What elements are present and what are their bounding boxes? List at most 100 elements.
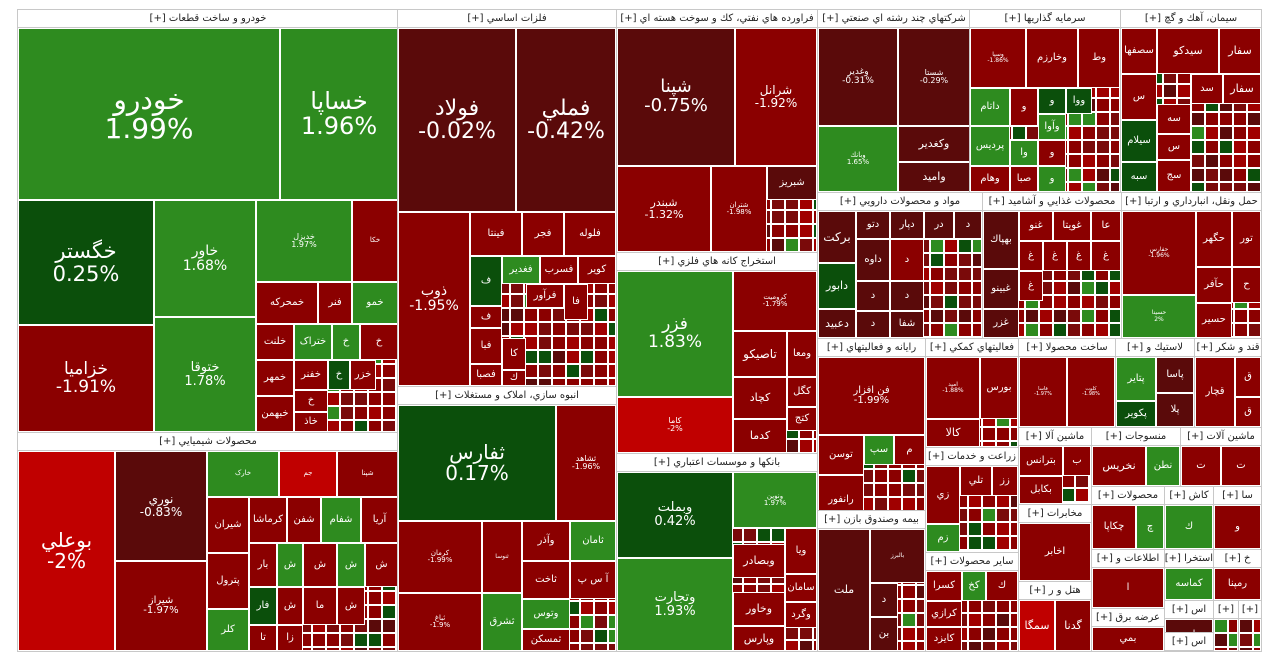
small-stock-tile[interactable] — [743, 528, 757, 542]
small-stock-tile[interactable] — [510, 294, 524, 308]
small-stock-tile[interactable] — [1214, 633, 1228, 647]
small-stock-tile[interactable] — [608, 350, 616, 364]
small-stock-tile[interactable] — [1248, 323, 1261, 337]
stock-tile[interactable]: شفن — [287, 497, 321, 543]
small-stock-tile[interactable] — [580, 378, 594, 386]
small-stock-tile[interactable] — [580, 601, 594, 615]
small-stock-tile[interactable] — [996, 494, 1010, 508]
stock-tile[interactable]: سامان — [785, 574, 817, 602]
stock-tile[interactable]: وپارس — [733, 626, 785, 651]
small-stock-tile[interactable] — [608, 378, 616, 386]
small-stock-tile[interactable] — [1039, 309, 1053, 323]
small-stock-tile[interactable] — [1214, 647, 1228, 651]
small-stock-tile[interactable] — [326, 406, 340, 420]
small-stock-tile[interactable] — [1095, 323, 1109, 337]
small-stock-tile[interactable] — [608, 336, 616, 350]
small-stock-tile[interactable] — [996, 550, 1010, 552]
stock-tile[interactable]: توسن — [818, 435, 864, 475]
small-stock-tile[interactable] — [1205, 154, 1219, 168]
stock-tile[interactable]: وهام — [970, 166, 1010, 192]
small-stock-tile[interactable] — [1081, 337, 1095, 338]
stock-tile[interactable]: كرماشا — [249, 497, 287, 543]
stock-tile[interactable]: ش — [277, 543, 303, 587]
small-stock-tile[interactable] — [1177, 84, 1191, 98]
small-stock-tile[interactable] — [1163, 84, 1177, 98]
small-stock-tile[interactable] — [982, 536, 996, 550]
stock-tile[interactable]: ثامان — [570, 521, 616, 561]
small-stock-tile[interactable] — [1219, 126, 1233, 140]
small-stock-tile[interactable] — [608, 615, 616, 629]
small-stock-tile[interactable] — [785, 224, 799, 238]
small-stock-tile[interactable] — [1239, 619, 1253, 633]
stock-tile[interactable]: وبصادر — [733, 544, 785, 578]
small-stock-tile[interactable] — [996, 613, 1010, 627]
stock-tile[interactable]: حآفر — [1196, 267, 1232, 303]
sector-supply[interactable]: عرضه برق [+] بمي — [1091, 608, 1165, 652]
stock-tile[interactable]: خاذ — [294, 412, 328, 432]
small-stock-tile[interactable] — [958, 323, 972, 337]
stock-tile[interactable]: تور — [1232, 211, 1261, 267]
stock-tile[interactable]: سصفها — [1121, 28, 1157, 74]
sector-cement[interactable]: سيمان، آهك و گچ [+] سصفها سيدكو سفار س سد سفار… — [1120, 9, 1262, 193]
small-stock-tile[interactable] — [968, 641, 982, 651]
sector-banks[interactable]: بانكها و موسسات اعتباري [+] وبملت 0.42% وتج… — [616, 453, 818, 652]
stock-tile[interactable]: فملي -0.42% — [516, 28, 616, 212]
small-stock-tile[interactable] — [902, 641, 916, 651]
small-stock-tile[interactable] — [799, 224, 813, 238]
stock-tile[interactable]: قچار — [1195, 357, 1235, 427]
small-stock-tile[interactable] — [799, 626, 813, 640]
small-stock-tile[interactable] — [1191, 112, 1205, 126]
small-stock-tile[interactable] — [1075, 502, 1089, 504]
stock-tile[interactable]: ومعا — [787, 331, 817, 377]
stock-tile[interactable]: فبا — [470, 328, 502, 364]
sector-product[interactable]: محصولات [+] چكاپا چ — [1091, 486, 1165, 550]
small-stock-tile[interactable] — [608, 629, 616, 643]
small-stock-tile[interactable] — [510, 322, 524, 336]
small-stock-tile[interactable] — [916, 627, 925, 641]
sector-title[interactable]: رايانه و فعاليتهاي [+] — [818, 339, 925, 357]
stock-tile[interactable]: جم — [279, 451, 337, 497]
stock-tile[interactable]: پتاير — [1116, 357, 1156, 401]
stock-tile[interactable]: چكاپا — [1092, 505, 1136, 549]
stock-tile[interactable]: تا — [249, 625, 277, 651]
small-stock-tile[interactable] — [1239, 647, 1253, 651]
small-stock-tile[interactable] — [930, 323, 944, 337]
stock-tile[interactable]: ما — [303, 587, 337, 625]
stock-tile[interactable]: غ — [1043, 241, 1067, 271]
small-stock-tile[interactable] — [916, 585, 925, 599]
sector-sa[interactable]: سا [+] و — [1213, 486, 1262, 550]
small-stock-tile[interactable] — [1233, 126, 1247, 140]
small-stock-tile[interactable] — [524, 322, 538, 336]
small-stock-tile[interactable] — [799, 640, 813, 651]
stock-tile[interactable]: حگهر — [1196, 211, 1232, 267]
small-stock-tile[interactable] — [972, 295, 982, 309]
stock-tile[interactable]: وآذر — [522, 521, 570, 561]
small-stock-tile[interactable] — [608, 601, 616, 615]
small-stock-tile[interactable] — [968, 613, 982, 627]
small-stock-tile[interactable] — [340, 647, 354, 651]
stock-tile[interactable]: شستا -0.29% — [898, 28, 970, 126]
stock-tile[interactable]: غويتا — [1053, 211, 1091, 241]
small-stock-tile[interactable] — [594, 364, 608, 378]
small-stock-tile[interactable] — [1219, 140, 1233, 154]
sector-title[interactable]: اس [+] — [1165, 601, 1213, 619]
small-stock-tile[interactable] — [1067, 309, 1081, 323]
sector-title[interactable]: سيمان، آهك و گچ [+] — [1121, 10, 1261, 28]
stock-tile[interactable]: شيران — [207, 497, 249, 553]
stock-tile[interactable]: خمو — [352, 282, 398, 324]
small-stock-tile[interactable] — [968, 522, 982, 536]
small-stock-tile[interactable] — [594, 308, 608, 322]
small-stock-tile[interactable] — [888, 497, 902, 511]
stock-tile[interactable]: خودرو 1.99% — [18, 28, 280, 200]
stock-tile[interactable]: اخابر — [1019, 523, 1091, 581]
sector-title[interactable]: [+] — [1239, 601, 1261, 619]
stock-tile[interactable]: وبانك 1.65% — [818, 126, 898, 192]
small-stock-tile[interactable] — [382, 420, 396, 432]
small-stock-tile[interactable] — [996, 441, 1010, 447]
small-stock-tile[interactable] — [1228, 633, 1238, 647]
stock-tile[interactable]: فاسا -1.97% — [1019, 357, 1067, 427]
small-stock-tile[interactable] — [902, 627, 916, 641]
stock-tile[interactable]: بن — [870, 617, 898, 651]
small-stock-tile[interactable] — [1109, 323, 1121, 337]
sector-title[interactable]: لاستيك و [+] — [1116, 339, 1194, 357]
